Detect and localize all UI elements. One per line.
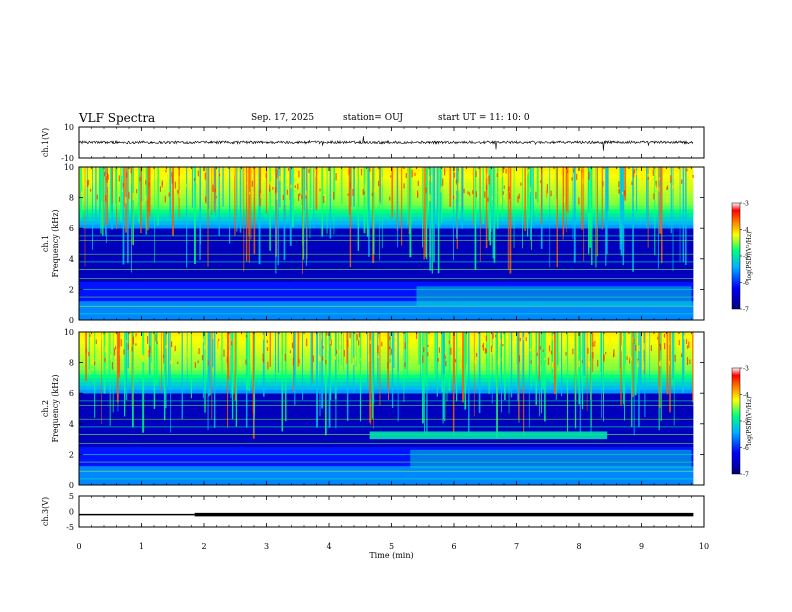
ch1-colorbar-label: log(PSD)(V²/Hz) — [746, 232, 753, 281]
ch2-label: ch.2 — [41, 400, 50, 417]
ch1-ytick-label: 8 — [69, 194, 74, 203]
station-label: station= OUJ — [343, 113, 404, 123]
ch2-spectrogram-image — [79, 332, 694, 486]
ch3-frame — [78, 495, 705, 528]
x-tick-label: 6 — [451, 542, 456, 551]
ch2-ytick-label: 8 — [69, 359, 74, 368]
ch1-ytick-label: 2 — [69, 285, 74, 294]
x-tick-label: 2 — [201, 542, 206, 551]
ch2-ytick-label: 10 — [64, 328, 74, 337]
colorbar-tick-label: -7 — [743, 472, 749, 479]
colorbar-tick-label: -6 — [743, 445, 749, 452]
ch1-waveform-ylabel: ch.1(V) — [41, 128, 50, 157]
ch1-ytick-label: 6 — [69, 224, 74, 233]
colorbar-tick-label: -4 — [743, 227, 749, 234]
ch2-ytick-label: 4 — [69, 420, 74, 429]
ch1-spectrogram-image — [79, 167, 694, 321]
colorbar-tick-label: -3 — [743, 366, 749, 373]
ch1-label: ch.1 — [41, 235, 50, 252]
x-tick-label: 5 — [389, 542, 394, 551]
ch1-colorbar — [731, 202, 741, 310]
ch2-ytick-label: 6 — [69, 389, 74, 398]
ch3-ytick-label: -5 — [66, 523, 74, 532]
ch3-ytick-label: 5 — [69, 492, 74, 501]
x-tick-label: 10 — [699, 542, 709, 551]
figure-title: VLF Spectra — [79, 111, 156, 125]
date-label: Sep. 17, 2025 — [251, 113, 315, 123]
x-axis-label: Time (min) — [369, 551, 413, 560]
ch2-colorbar — [731, 367, 741, 475]
ch1-ytick-label: 0 — [69, 316, 74, 325]
ch1-ytick-label: 10 — [64, 163, 74, 172]
colorbar-tick-label: -5 — [743, 419, 749, 426]
ch1-ytick-label: -10 — [61, 154, 74, 163]
ch3-ylabel: ch.3(V) — [41, 497, 50, 526]
colorbar-tick-label: -6 — [743, 280, 749, 287]
x-tick-label: 1 — [139, 542, 144, 551]
ch2-colorbar-label: log(PSD)(V²/Hz) — [746, 397, 753, 446]
ch2-ytick-label: 2 — [69, 450, 74, 459]
ch1-ytick-label: 10 — [64, 123, 74, 132]
ch2-ytick-label: 0 — [69, 481, 74, 490]
start-time-label: start UT = 11: 10: 0 — [438, 113, 530, 123]
colorbar-tick-label: -3 — [743, 201, 749, 208]
x-tick-label: 9 — [639, 542, 644, 551]
x-tick-label: 8 — [576, 542, 581, 551]
colorbar-tick-label: -5 — [743, 254, 749, 261]
x-tick-label: 7 — [514, 542, 519, 551]
ch3-ytick-label: 0 — [69, 508, 74, 517]
x-tick-label: 4 — [326, 542, 331, 551]
ch1-ytick-label: 4 — [69, 255, 74, 264]
colorbar-tick-label: -7 — [743, 307, 749, 314]
ch1-waveform-trace — [78, 136, 694, 151]
ch2-ylabel: Frequency (kHz) — [51, 374, 60, 442]
x-tick-label: 0 — [76, 542, 81, 551]
ch1-ylabel: Frequency (kHz) — [51, 209, 60, 277]
colorbar-tick-label: -4 — [743, 392, 749, 399]
x-tick-label: 3 — [264, 542, 269, 551]
